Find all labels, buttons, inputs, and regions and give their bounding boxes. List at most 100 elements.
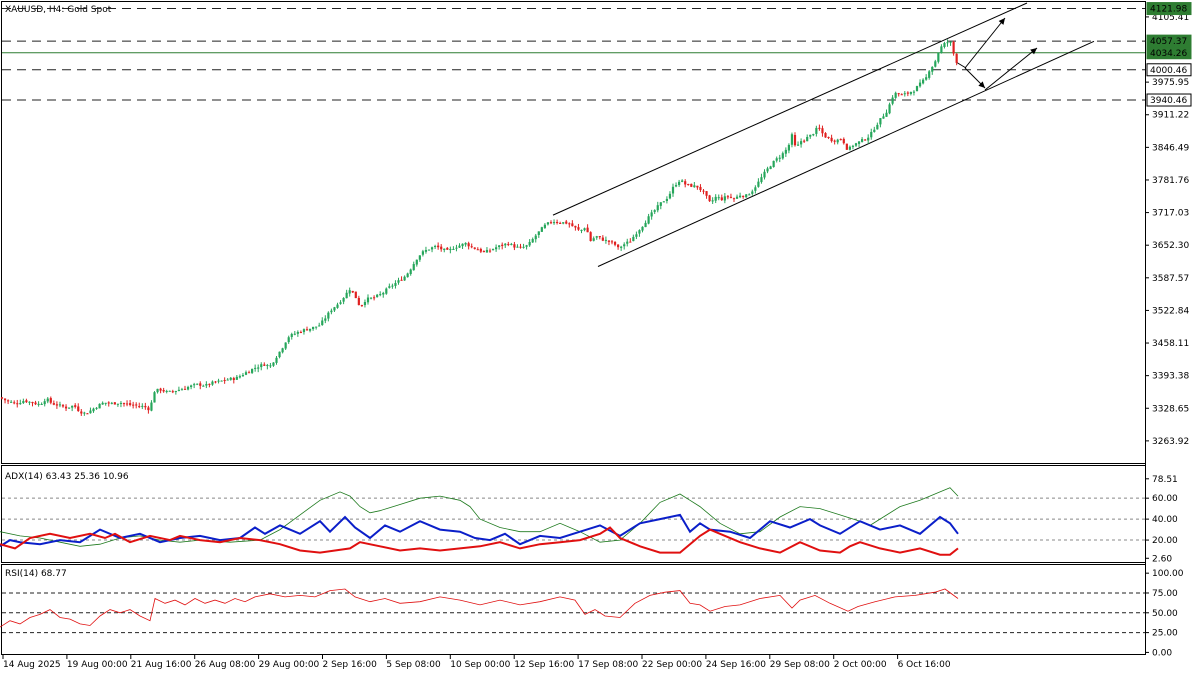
candle (653, 209, 656, 214)
candle (491, 248, 495, 251)
candle (559, 221, 562, 224)
x-tick-label: 29 Sep 08:00 (770, 660, 830, 670)
candle (101, 401, 104, 405)
candle (735, 194, 739, 199)
candle (739, 192, 742, 199)
x-tick-label: 19 Aug 00:00 (67, 660, 128, 670)
candle (284, 342, 287, 350)
candle (864, 139, 867, 141)
candle (129, 399, 132, 407)
rsi-series-line (0, 588, 959, 628)
x-tick-label: 12 Sep 16:00 (514, 660, 574, 670)
candle (391, 283, 394, 289)
candle (662, 201, 665, 203)
candle (562, 222, 565, 225)
candle (214, 381, 217, 384)
candle (702, 188, 705, 195)
candle (159, 387, 162, 394)
candle (449, 246, 452, 254)
candle (641, 226, 644, 233)
price-level-value: 3940.46 (1150, 96, 1187, 106)
candle (681, 179, 684, 183)
candle (7, 399, 10, 405)
candle (955, 53, 958, 66)
price-y-tick-label: 3652.30 (1152, 241, 1189, 251)
candle (949, 41, 952, 46)
candle (174, 390, 177, 395)
candle (632, 234, 635, 242)
candle (940, 44, 943, 54)
price-y-tick-label: 3522.84 (1152, 306, 1189, 316)
price-level-value: 4034.26 (1150, 49, 1187, 59)
candle (180, 387, 184, 391)
adx-series-minusdi (0, 526, 959, 556)
candle (851, 144, 855, 150)
candle (415, 259, 418, 267)
candle (678, 179, 681, 187)
candle (373, 295, 376, 301)
price-y-tick-label: 3975.95 (1152, 78, 1189, 88)
forecast-arrow-up-1 (964, 17, 1006, 69)
candle (220, 380, 223, 382)
candle (135, 402, 138, 409)
candle (34, 400, 37, 406)
candle (760, 173, 763, 184)
candle (601, 235, 604, 242)
candle (190, 384, 193, 390)
candle (586, 224, 589, 233)
candle (537, 231, 540, 238)
candle (0, 397, 4, 400)
candle (732, 197, 736, 202)
candle (528, 239, 531, 247)
candle (217, 378, 220, 384)
candle (827, 136, 830, 140)
candle (156, 388, 159, 394)
candle (769, 165, 772, 170)
candle (928, 70, 931, 80)
price-level-label: 4057.37 (1146, 34, 1192, 48)
candle (626, 238, 629, 247)
candle (315, 326, 318, 330)
candle (809, 134, 812, 139)
candle (504, 243, 507, 248)
candle (302, 328, 306, 335)
candle (241, 373, 245, 377)
candle (406, 272, 409, 278)
x-tick-label: 14 Aug 2025 (3, 660, 61, 670)
channel-lower-line (597, 40, 1095, 267)
candle (787, 143, 790, 154)
candle (446, 247, 449, 250)
candle (534, 233, 537, 243)
candle (31, 401, 34, 407)
candle (610, 240, 614, 245)
candle (647, 213, 650, 225)
candle (92, 407, 95, 413)
candle (656, 201, 659, 213)
candle (635, 231, 638, 240)
forecast-arrow-down (964, 67, 986, 89)
candle (199, 381, 202, 390)
candle (549, 220, 553, 225)
candle (510, 242, 513, 246)
candle (806, 134, 809, 142)
candle (842, 137, 845, 145)
candle (13, 400, 16, 405)
candle (580, 229, 583, 234)
price-y-tick-label: 3458.11 (1152, 339, 1189, 349)
x-tick-label: 17 Sep 08:00 (578, 660, 638, 670)
candle (177, 386, 180, 392)
candle (714, 194, 717, 204)
candle (873, 126, 876, 133)
candle (208, 383, 211, 388)
candle (232, 376, 235, 384)
candle (287, 335, 290, 344)
candle (891, 95, 894, 106)
candle (595, 235, 598, 240)
adx-y-tick-label: 60.00 (1152, 494, 1178, 504)
candle (119, 401, 123, 408)
candle (812, 133, 815, 137)
candle (906, 91, 909, 97)
candle (254, 364, 257, 372)
candle (348, 287, 351, 297)
candle (717, 194, 720, 201)
